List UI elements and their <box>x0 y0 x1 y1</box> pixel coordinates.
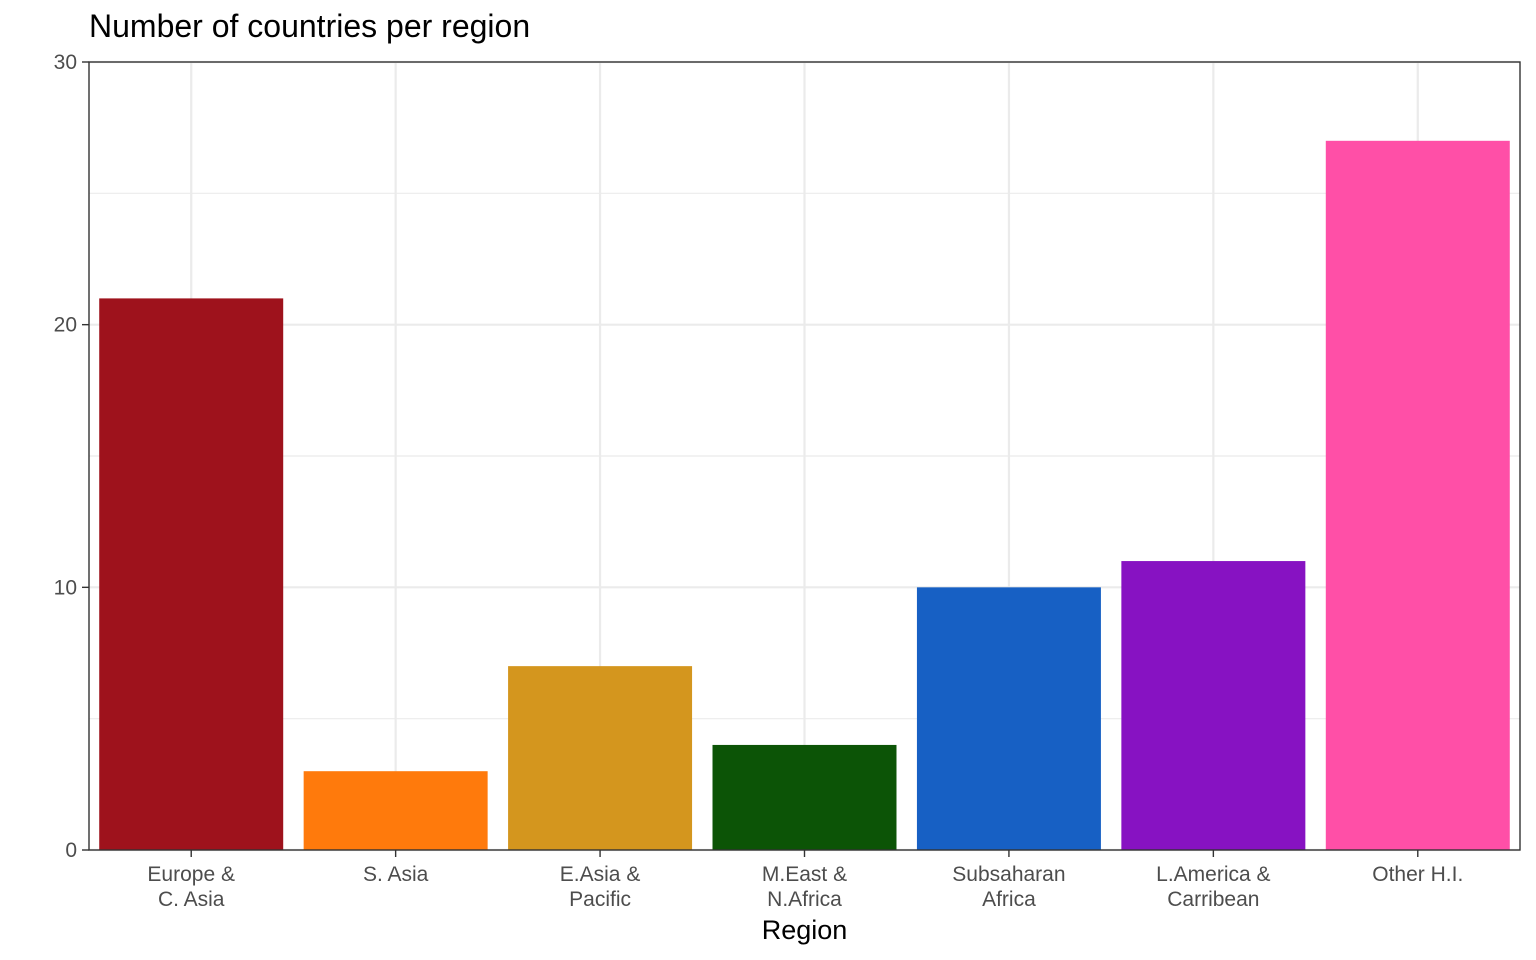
bar-5 <box>1121 561 1306 850</box>
x-tick-label-line: M.East & <box>762 863 847 886</box>
bar-3 <box>712 744 897 850</box>
x-tick-label-line: Europe & <box>147 863 235 886</box>
x-tick-label: S. Asia <box>363 863 429 886</box>
x-axis-title: Region <box>762 915 848 945</box>
y-axis: 0 10 20 30 <box>54 51 89 862</box>
y-tick-label: 0 <box>65 839 77 862</box>
x-tick-label: E.Asia & Pacific <box>560 863 641 911</box>
x-tick-label-line: L.America & <box>1156 863 1270 886</box>
x-tick-label: Other H.I. <box>1372 863 1463 886</box>
bar-2 <box>508 666 693 850</box>
x-tick-label-line: E.Asia & <box>560 863 641 886</box>
x-tick-label-line: Carribean <box>1167 888 1259 911</box>
x-tick-label: Europe & C. Asia <box>147 863 235 911</box>
bar-1 <box>303 771 488 850</box>
y-tick-label: 10 <box>54 576 77 599</box>
bar-6 <box>1325 140 1510 851</box>
x-tick-label: L.America & Carribean <box>1156 863 1270 911</box>
x-tick-label-line: C. Asia <box>158 888 225 911</box>
bars <box>99 140 1510 851</box>
x-tick-label-line: Pacific <box>569 888 631 911</box>
x-axis: Europe & C. Asia S. Asia E.Asia & Pacific M.E… <box>147 850 1463 911</box>
x-tick-label-line: Africa <box>982 888 1036 911</box>
x-tick-label-line: N.Africa <box>767 888 842 911</box>
x-tick-label: M.East & N.Africa <box>762 863 847 911</box>
y-tick-label: 30 <box>54 51 77 74</box>
y-tick-label: 20 <box>54 314 77 337</box>
x-tick-label-line: Subsaharan <box>952 863 1065 886</box>
x-tick-label: Subsaharan Africa <box>952 863 1065 911</box>
chart-title: Number of countries per region <box>89 8 531 44</box>
x-tick-label-line: S. Asia <box>363 863 429 886</box>
x-tick-label-line: Other H.I. <box>1372 863 1463 886</box>
bar-4 <box>916 587 1101 850</box>
bar-0 <box>99 298 284 850</box>
